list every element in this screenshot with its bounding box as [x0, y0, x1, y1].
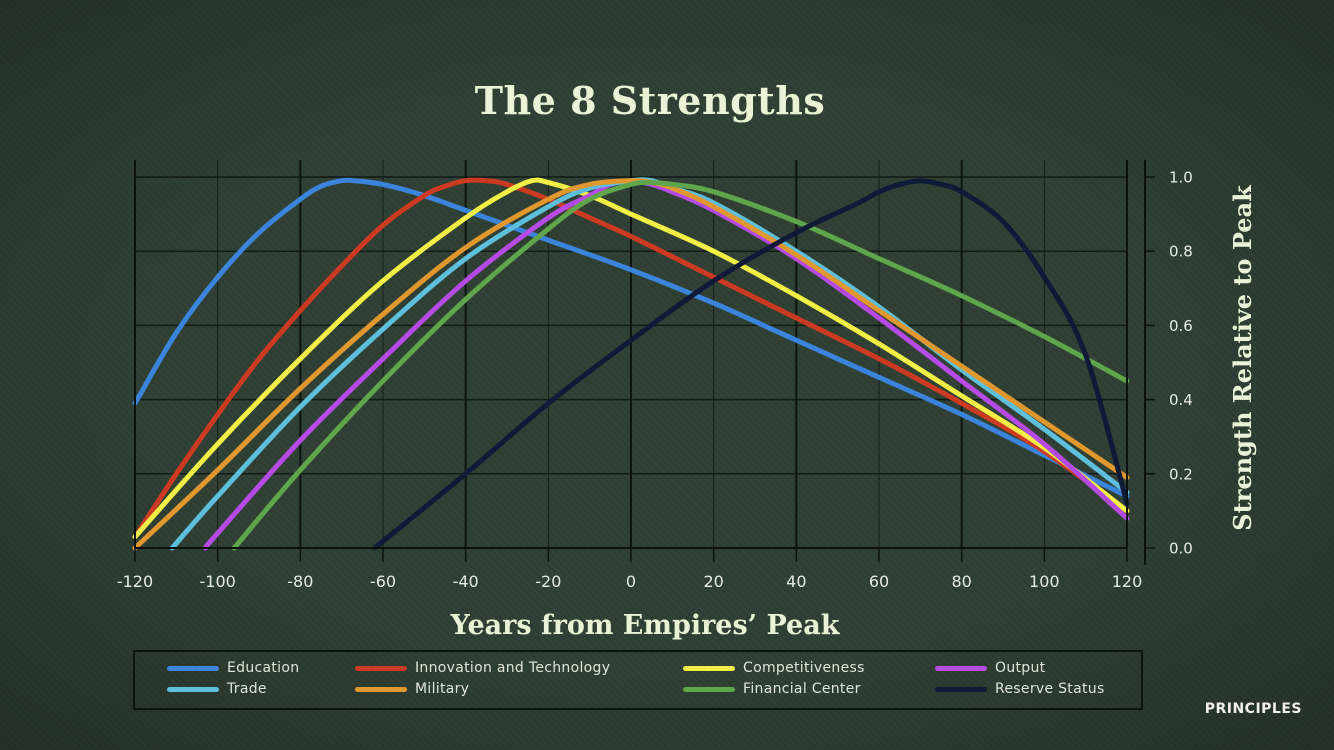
legend-item: Trade	[167, 681, 267, 697]
series-line-education	[132, 177, 1130, 499]
x-tick-label: -120	[117, 572, 153, 591]
chart-legend: Education Innovation and Technology Compet…	[133, 650, 1143, 710]
series-line-reserve-status	[372, 178, 1130, 551]
series-line-innovation-and-technology	[132, 177, 1130, 540]
legend-label: Reserve Status	[995, 681, 1105, 697]
legend-label: Innovation and Technology	[415, 660, 611, 676]
y-tick-label: 0.0	[1169, 540, 1193, 558]
y-tick-label: 0.8	[1169, 243, 1193, 261]
y-tick-label: 1.0	[1169, 169, 1193, 187]
x-tick-label: 60	[869, 572, 889, 591]
grid-layer	[134, 160, 1128, 549]
x-tick-label: 120	[1112, 572, 1143, 591]
legend-swatch	[683, 665, 735, 671]
legend-swatch	[355, 665, 407, 671]
x-axis-label: Years from Empires’ Peak	[450, 610, 841, 641]
x-tick-label: -40	[453, 572, 479, 591]
legend-item: Reserve Status	[935, 681, 1105, 697]
legend-swatch	[355, 686, 407, 692]
legend-swatch	[935, 686, 987, 692]
legend-label: Output	[995, 660, 1046, 676]
x-tick-label: -60	[370, 572, 396, 591]
x-tick-label: 0	[626, 572, 636, 591]
legend-label: Education	[227, 660, 300, 676]
series-line-trade	[169, 177, 1130, 551]
legend-label: Competitiveness	[743, 660, 865, 676]
legend-swatch	[167, 665, 219, 671]
x-tick-label: -20	[535, 572, 561, 591]
series-layer	[132, 177, 1130, 551]
y-tick-label: 0.2	[1169, 465, 1193, 483]
legend-swatch	[935, 665, 987, 671]
x-tick-label: -100	[200, 572, 236, 591]
chart-title: The 8 Strengths	[474, 78, 826, 123]
legend-item: Innovation and Technology	[355, 660, 610, 676]
axis-layer: -120 -100 -80 -60 -40 -20 0 20 40 60 80 100 120 0.0 0.…	[117, 160, 1193, 591]
legend-label: Financial Center	[743, 681, 861, 697]
x-tick-label: 100	[1029, 572, 1060, 591]
series-line-financial-center	[231, 179, 1130, 551]
x-tick-label: 80	[951, 572, 971, 591]
y-tick-label: 0.6	[1169, 317, 1193, 335]
legend-item: Output	[935, 660, 1045, 676]
x-tick-label: 40	[786, 572, 806, 591]
brand-logo: PRINCIPLES	[1204, 701, 1302, 717]
legend-item: Education	[167, 660, 299, 676]
x-tick-label: -80	[287, 572, 313, 591]
legend-label: Military	[415, 681, 470, 697]
legend-item: Financial Center	[683, 681, 861, 697]
x-tick-label: 20	[703, 572, 723, 591]
legend-label: Trade	[227, 681, 267, 697]
legend-swatch	[683, 686, 735, 692]
y-axis-label: Strength Relative to Peak	[1228, 184, 1257, 531]
y-tick-label: 0.4	[1169, 391, 1193, 409]
legend-item: Competitiveness	[683, 660, 865, 676]
legend-item: Military	[355, 681, 469, 697]
legend-swatch	[167, 686, 219, 692]
